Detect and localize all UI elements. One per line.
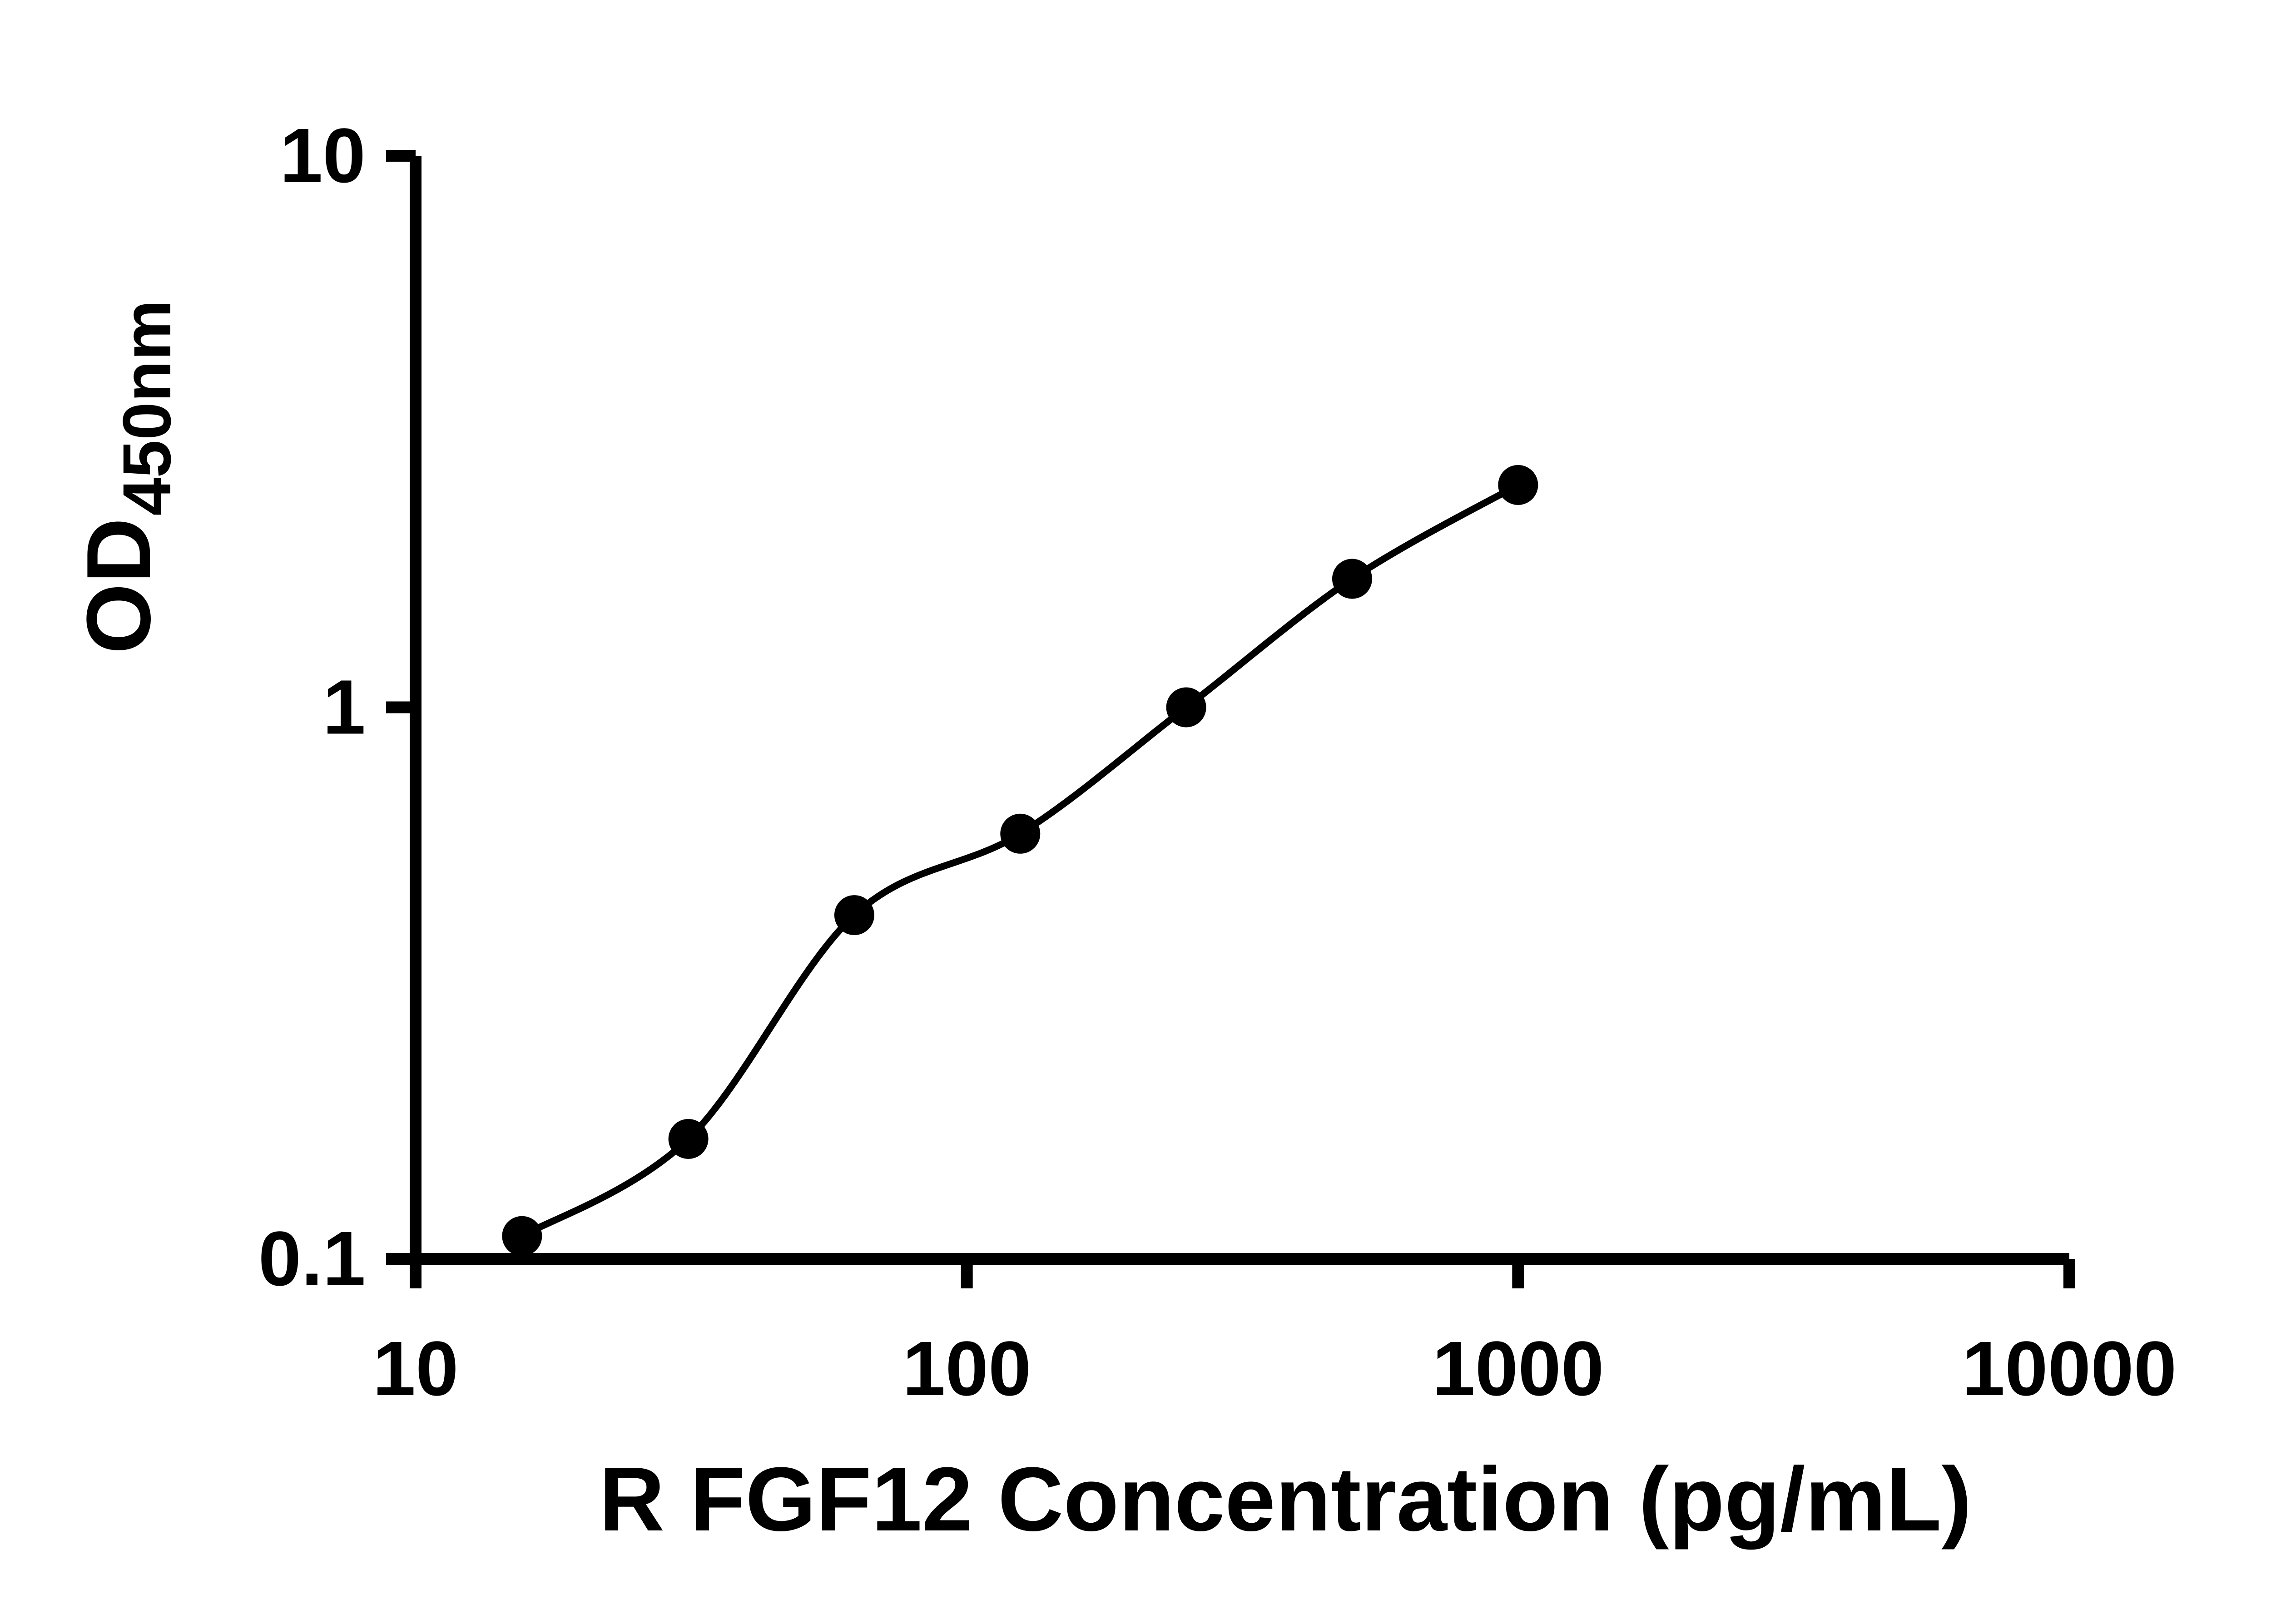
y-tick-label: 0.1 xyxy=(258,1216,366,1302)
x-tick-label: 1000 xyxy=(1432,1326,1604,1412)
axes xyxy=(410,156,2069,1265)
axis-lines xyxy=(410,156,2069,1265)
y-tick-label: 10 xyxy=(280,113,366,199)
data-point xyxy=(1498,465,1538,505)
fit-curve-line xyxy=(518,481,1522,1240)
y-tick-label: 1 xyxy=(322,664,366,751)
ticks xyxy=(386,150,2075,1288)
x-tick-label: 10 xyxy=(372,1326,458,1412)
x-tick-label: 100 xyxy=(902,1326,1031,1412)
y-axis-title-subscript: 450nm xyxy=(109,300,185,515)
data-point xyxy=(834,895,874,936)
y-axis-title-main: OD xyxy=(68,518,169,654)
data-point xyxy=(1332,559,1372,599)
data-point xyxy=(502,1216,542,1256)
x-tick-label: 10000 xyxy=(1962,1326,2177,1412)
data-points xyxy=(502,465,1538,1256)
data-point xyxy=(1166,687,1206,728)
data-point xyxy=(668,1119,709,1159)
y-axis-title: OD 450nm xyxy=(68,300,185,654)
data-point xyxy=(1000,813,1041,854)
tick-labels: 10 100 1000 10000 0.1 1 10 xyxy=(258,113,2177,1412)
x-axis-title: R FGF12 Concentration (pg/mL) xyxy=(599,1449,1972,1550)
